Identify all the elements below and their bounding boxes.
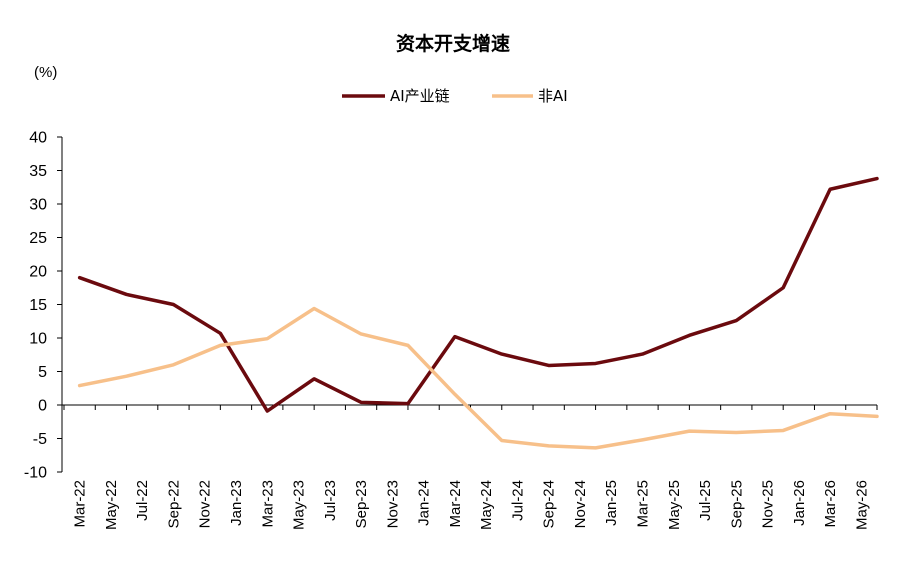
legend-label-non-ai: 非AI	[538, 87, 568, 105]
x-tick-label: Mar-25	[634, 480, 651, 528]
x-tick-label: May-22	[103, 480, 120, 530]
y-tick-label: 30	[29, 197, 47, 214]
x-tick-label: Jul-24	[509, 480, 526, 521]
x-tick-label: Mar-22	[72, 480, 89, 528]
y-tick-label: 5	[38, 364, 47, 381]
y-tick-label: 35	[29, 163, 47, 180]
x-tick-label: Nov-24	[572, 480, 589, 528]
x-tick-label: Nov-23	[384, 480, 401, 528]
x-tick-label: Sep-24	[541, 480, 558, 528]
y-tick-label: -5	[33, 431, 47, 448]
x-tick-label: Sep-22	[165, 480, 182, 528]
y-tick-label: -10	[24, 465, 47, 482]
x-tick-label: Nov-22	[197, 480, 214, 528]
x-tick-label: Jan-24	[416, 480, 433, 526]
x-tick-label: Mar-23	[259, 480, 276, 528]
x-tick-label: Jul-23	[322, 480, 339, 521]
x-tick-label: Jan-25	[603, 480, 620, 526]
ai-chain-line	[77, 176, 879, 413]
x-tick-label: Jan-26	[791, 480, 808, 526]
x-tick-label: Nov-25	[760, 480, 777, 528]
y-unit-label: (%)	[34, 64, 57, 81]
non-ai-line	[77, 306, 879, 450]
x-tick-label: Sep-23	[353, 480, 370, 528]
y-tick-label: 10	[29, 331, 47, 348]
chart-title: 资本开支增速	[396, 32, 510, 55]
x-tick-label: Jan-23	[228, 480, 245, 526]
x-tick-label: May-25	[666, 480, 683, 530]
x-tick-label: Jul-22	[134, 480, 151, 521]
y-tick-label: 15	[29, 297, 47, 314]
x-tick-label: Sep-25	[728, 480, 745, 528]
y-tick-label: 0	[38, 398, 47, 415]
legend: AI产业链 非AI	[342, 87, 568, 105]
y-tick-label: 25	[29, 230, 47, 247]
x-tick-label: May-23	[291, 480, 308, 530]
series-lines	[77, 176, 879, 450]
x-tick-label: Jul-25	[697, 480, 714, 521]
y-tick-label: 40	[29, 130, 47, 147]
y-tick-label: 20	[29, 264, 47, 281]
axes: 40 35 30 25 20 15 10 5 0 -5 -10 Mar-22 May-22 Jul-22 S…	[24, 130, 878, 530]
x-tick-label: Mar-26	[822, 480, 839, 528]
x-tick-label: May-26	[853, 480, 870, 530]
x-tick-label: May-24	[478, 480, 495, 530]
x-tick-label: Mar-24	[447, 480, 464, 528]
legend-label-ai-chain: AI产业链	[390, 87, 450, 105]
